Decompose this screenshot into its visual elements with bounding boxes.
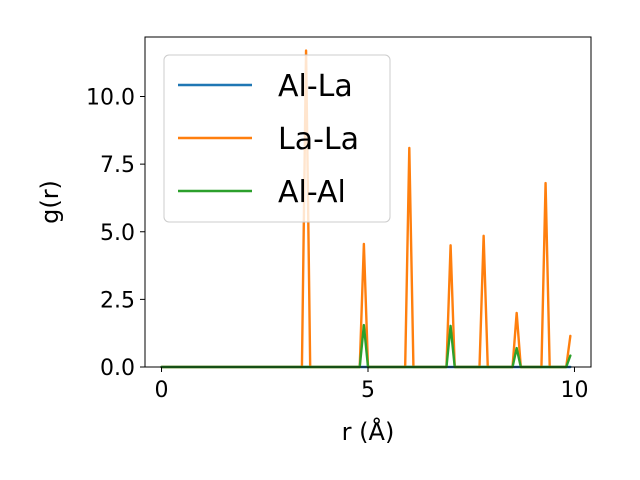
- y-tick-label: 2.5: [100, 288, 135, 313]
- legend-label-al-al: Al-Al: [278, 175, 346, 210]
- legend: Al-La La-La Al-Al: [163, 54, 391, 223]
- legend-label-la-la: La-La: [278, 122, 359, 157]
- y-tick-label: 10.0: [86, 86, 135, 111]
- x-tick-label: 5: [361, 378, 375, 403]
- x-tick-label: 0: [155, 378, 169, 403]
- y-tick-label: 7.5: [100, 153, 135, 178]
- legend-box: [163, 54, 391, 223]
- y-tick-label: 5.0: [100, 221, 135, 246]
- x-axis-label: r (Å): [342, 417, 395, 446]
- y-axis-label: g(r): [36, 180, 64, 224]
- x-tick-label: 10: [560, 378, 588, 403]
- y-axis: 0.0 2.5 5.0 7.5 10.0: [86, 86, 145, 381]
- x-axis: 0 5 10: [155, 367, 588, 403]
- legend-label-al-la: Al-La: [278, 69, 353, 104]
- y-tick-label: 0.0: [100, 356, 135, 381]
